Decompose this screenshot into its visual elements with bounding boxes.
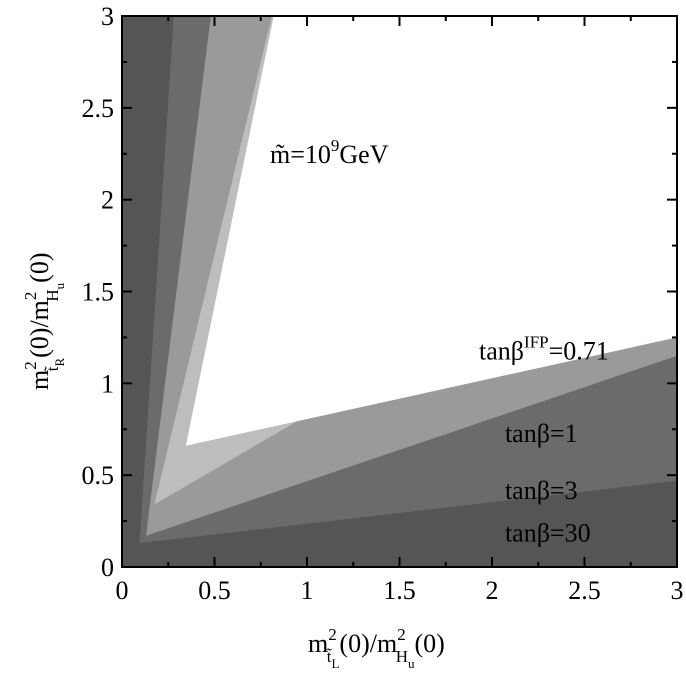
y-axis-label: m2 t̃R(0)/m2 Hu(0): [21, 252, 67, 390]
annotation-tanb-ifp: tanβIFP=0.71: [479, 332, 609, 365]
annotation-tanb-30: tanβ=30: [505, 518, 591, 547]
region-4: [185, 16, 677, 446]
annotation-mtilde-suffix: GeV: [339, 140, 388, 169]
x-tick-label: 0.5: [198, 576, 231, 605]
annotation-mtilde-prefix: m̃=10: [270, 140, 331, 169]
y-tick-label: 1.5: [82, 278, 115, 307]
regions-layer: [139, 16, 677, 544]
x-tick-label: 0: [116, 576, 129, 605]
annotation-mtilde: m̃=109GeV: [270, 136, 389, 169]
y-tick-label: 2.5: [82, 94, 115, 123]
annotation-ifp-suffix: =0.71: [549, 336, 609, 365]
annotation-tanb-1: tanβ=1: [505, 419, 578, 448]
y-tick-label: 1: [101, 369, 114, 398]
annotation-tanb-3: tanβ=3: [505, 476, 578, 505]
annotation-ifp-prefix: tanβ: [479, 336, 524, 365]
x-tick-label: 2.5: [568, 576, 601, 605]
y-tick-label: 0.5: [82, 461, 115, 490]
x-tick-label: 2: [486, 576, 499, 605]
annotation-mtilde-exponent: 9: [331, 136, 340, 155]
y-tick-label: 3: [101, 2, 114, 31]
annotation-ifp-superscript: IFP: [524, 332, 549, 351]
ticks-layer: 0 0.5 1 1.5 2 2.5 3 0 0.5 1 1.5 2 2.5 3: [82, 2, 684, 605]
x-tick-label: 1: [301, 576, 314, 605]
plot-area: [122, 16, 677, 567]
x-tick-label: 3: [671, 576, 684, 605]
x-axis-label: m2 t̃L(0)/m2 Hu(0): [308, 625, 445, 671]
x-tick-label: 1.5: [383, 576, 416, 605]
y-tick-label: 0: [101, 553, 114, 582]
y-tick-label: 2: [101, 186, 114, 215]
